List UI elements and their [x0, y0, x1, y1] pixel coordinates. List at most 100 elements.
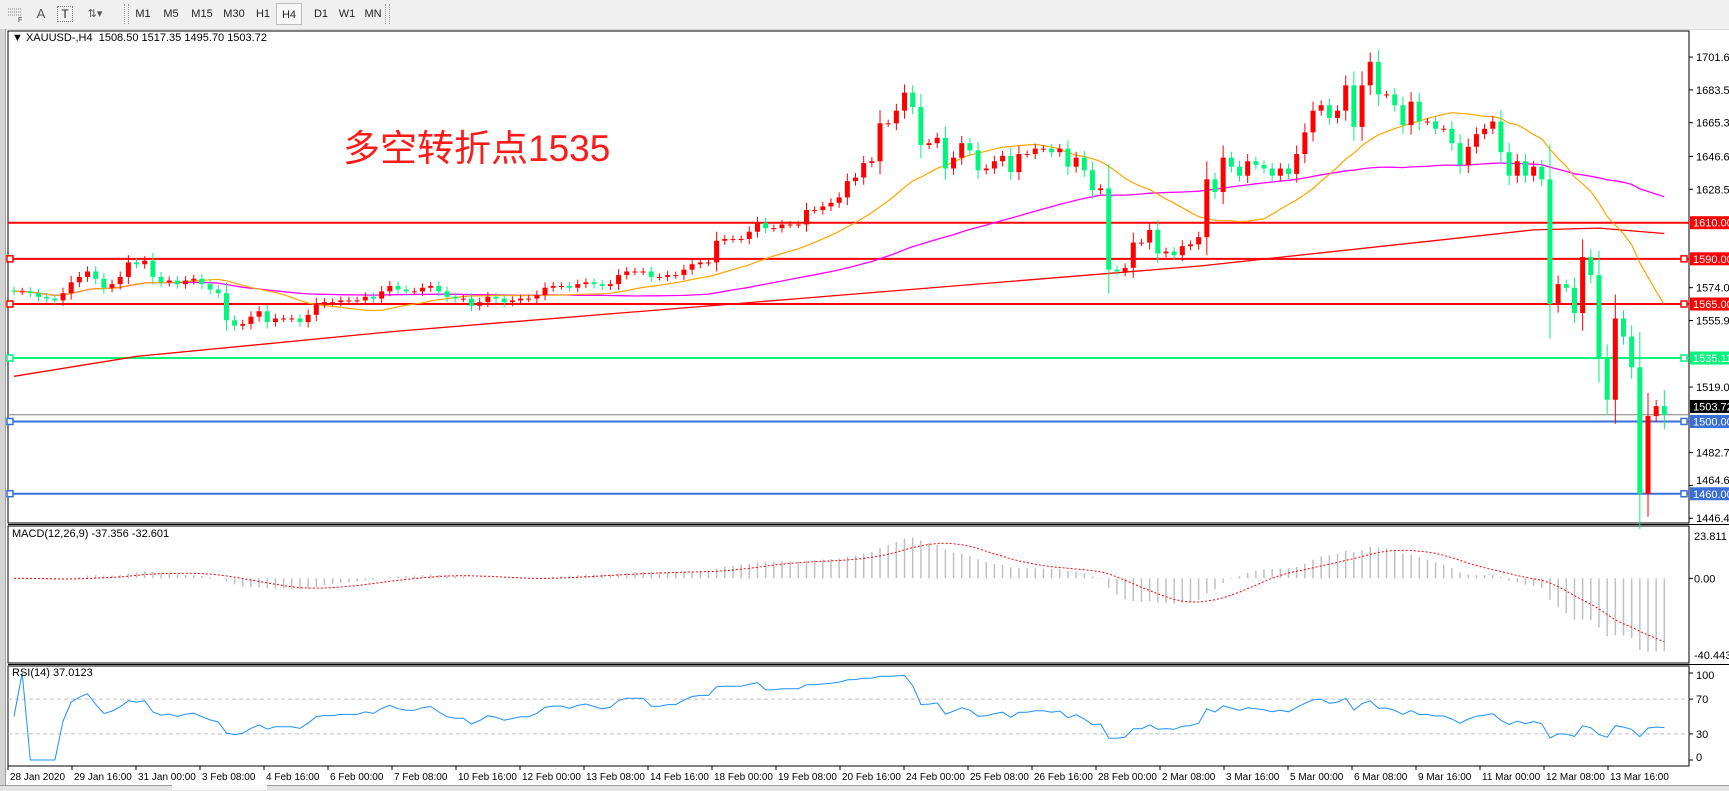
candle	[338, 296, 344, 307]
timeframe-m15-button[interactable]: M15	[191, 8, 213, 20]
candle-body	[763, 222, 769, 229]
candle-body	[616, 275, 622, 285]
candle-body	[1106, 188, 1112, 270]
candle-body	[1049, 148, 1055, 153]
candle-body	[877, 123, 883, 162]
candle-body	[681, 269, 687, 276]
timeframe-h4-button[interactable]: H4	[276, 3, 302, 25]
candle-body	[1620, 318, 1626, 337]
candle-body	[738, 238, 744, 240]
candle-body	[240, 323, 246, 326]
candle-body	[1269, 168, 1275, 176]
chart-annotation: 多空转折点1535	[343, 128, 611, 169]
toolbar: F A T ⇅▾ M1 M5 M15 M30 H1 H4 D1 W1 MN	[0, 0, 1729, 30]
collapse-triangle-icon[interactable]: ▼	[12, 32, 23, 44]
candle	[1065, 140, 1071, 175]
candle	[1057, 144, 1063, 157]
candle-body	[1498, 121, 1504, 153]
timeframe-m5-button[interactable]: M5	[163, 8, 179, 20]
candle-body	[387, 285, 393, 292]
candle	[828, 198, 834, 211]
candle-body	[76, 276, 82, 283]
candle-body	[1147, 229, 1153, 243]
time-tick-label: 26 Feb 16:00	[1034, 772, 1093, 783]
candle-body	[183, 280, 189, 285]
candle-body	[1367, 61, 1373, 86]
candle-body	[1024, 154, 1030, 156]
candle	[689, 259, 695, 275]
low-value: 1495.70	[184, 32, 225, 44]
candle-body	[624, 271, 630, 276]
candle	[93, 266, 99, 285]
candle	[1098, 184, 1104, 195]
candle	[656, 273, 662, 281]
candle-body	[256, 311, 262, 317]
time-tick-label: 13 Feb 08:00	[586, 772, 645, 783]
candle-body	[1661, 406, 1667, 415]
candle	[1408, 92, 1414, 135]
candle	[632, 267, 638, 276]
price-tag-1590.00-bg	[1690, 252, 1729, 266]
candle	[1147, 223, 1153, 250]
candle	[305, 309, 311, 328]
timeframe-m30-button[interactable]: M30	[223, 8, 245, 20]
candle-body	[346, 300, 352, 302]
candle	[844, 173, 850, 206]
candle	[1604, 344, 1610, 414]
candle	[85, 266, 91, 282]
candle	[1384, 90, 1390, 99]
timeframe-m1-button[interactable]: M1	[135, 8, 151, 20]
chart-header: ▼ XAUUSD-,H4 1508.50 1517.35 1495.70 150…	[12, 32, 267, 44]
candle	[861, 155, 867, 185]
candle	[1457, 134, 1463, 174]
price-tag-1460.00: 1460.00	[1693, 489, 1729, 501]
candle	[1351, 71, 1357, 141]
candle-body	[607, 284, 613, 286]
candle-body	[1294, 154, 1300, 174]
text-label-icon[interactable]: T	[54, 3, 76, 25]
candle	[321, 298, 327, 309]
candle	[1612, 294, 1618, 424]
candle-body	[795, 224, 801, 226]
bottom-tab[interactable]	[172, 785, 267, 790]
candle-body	[1522, 161, 1528, 176]
candle	[403, 285, 409, 296]
candle	[395, 281, 401, 295]
candle-body	[1400, 105, 1406, 126]
arrows-icon[interactable]: ⇅▾	[87, 8, 103, 20]
price-tick-label: 1683.50	[1696, 85, 1729, 97]
grid-f-icon[interactable]: F	[4, 3, 28, 25]
candle-body	[1580, 257, 1586, 314]
candle-body	[1343, 85, 1349, 111]
text-icon[interactable]: A	[36, 6, 46, 21]
price-tag-1460.00-bg	[1690, 487, 1729, 501]
candle-body	[52, 298, 58, 301]
price-tick-label: 1628.50	[1696, 184, 1729, 196]
candle	[11, 286, 17, 296]
macd-tick-label: 0.00	[1694, 573, 1715, 585]
timeframe-d1-button[interactable]: D1	[313, 8, 329, 20]
candle	[174, 276, 180, 289]
candle	[534, 290, 540, 304]
timeframe-mn-button[interactable]: MN	[364, 8, 382, 20]
timeframe-w1-button[interactable]: W1	[338, 8, 356, 20]
candle-body	[1424, 121, 1430, 123]
candle	[1326, 98, 1332, 125]
candle-body	[861, 163, 867, 178]
candle	[1506, 142, 1512, 186]
candle-body	[1122, 267, 1128, 272]
candle	[1302, 123, 1308, 164]
candle-body	[1563, 284, 1569, 288]
timeframe-h1-button[interactable]: H1	[255, 8, 271, 20]
candle	[1555, 275, 1561, 313]
candle-body	[1351, 85, 1357, 127]
candle	[1473, 127, 1479, 154]
candle	[803, 202, 809, 232]
candle-body	[1228, 157, 1234, 167]
candle-body	[812, 210, 818, 212]
candle-body	[158, 276, 164, 283]
candle	[1580, 239, 1586, 331]
price-tag-1565.00-bg	[1690, 297, 1729, 311]
candle	[1375, 50, 1381, 107]
